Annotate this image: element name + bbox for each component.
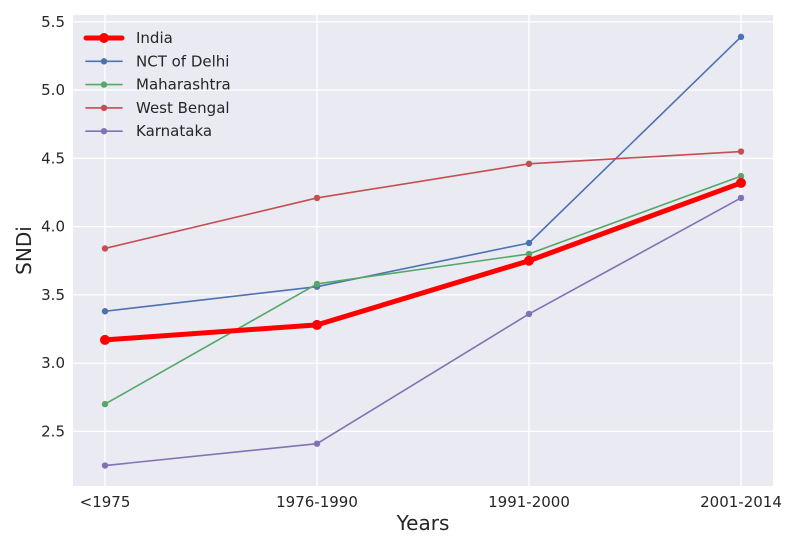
series-lines [100, 33, 746, 469]
series-line-india [102, 180, 744, 343]
series-india [100, 177, 746, 345]
y-tick-label: 4.0 [41, 218, 65, 236]
legend: India NCT of Delhi Maharashtra West Bengal K… [83, 29, 231, 140]
legend-item-karnataka: Karnataka [85, 122, 212, 140]
data-point-maharashtra [525, 250, 533, 258]
data-point-india [312, 319, 322, 330]
data-point-india [524, 255, 534, 266]
data-point-india [736, 177, 746, 188]
x-tick-label: 1991-2000 [488, 493, 570, 511]
data-point-west-bengal [101, 245, 109, 252]
series-line-maharashtra [104, 175, 742, 405]
data-point-karnataka [525, 310, 533, 318]
y-tick-label: 5.0 [41, 81, 65, 99]
legend-marker [100, 104, 108, 112]
series-karnataka [101, 194, 745, 469]
series-line-nct-of-delhi [104, 36, 742, 313]
data-point-west-bengal [737, 148, 745, 155]
legend-label: West Bengal [136, 99, 230, 117]
legend-label: Maharashtra [136, 76, 231, 94]
data-point-maharashtra [737, 172, 745, 180]
data-point-karnataka [101, 462, 109, 469]
legend-item-maharashtra: Maharashtra [85, 76, 231, 94]
legend-marker [99, 33, 109, 43]
data-point-nct-of-delhi [737, 33, 745, 41]
legend-marker [100, 128, 108, 135]
data-point-west-bengal [525, 160, 533, 168]
y-tick-label: 3.0 [41, 354, 65, 372]
y-tick-label: 2.5 [41, 422, 65, 440]
legend-label: NCT of Delhi [136, 52, 229, 70]
plot-area [73, 15, 773, 486]
legend-item-india: India [83, 29, 173, 47]
series-line-karnataka [104, 197, 742, 467]
data-point-nct-of-delhi [525, 239, 533, 247]
series-maharashtra [101, 172, 745, 408]
x-tick-label: 2001-2014 [700, 493, 782, 511]
data-point-maharashtra [313, 280, 321, 288]
legend-label: Karnataka [136, 122, 212, 140]
x-tick-label: 1976-1990 [276, 493, 358, 511]
x-axis-title: Years [396, 511, 450, 535]
data-point-west-bengal [313, 194, 321, 202]
legend-item-nct-of-delhi: NCT of Delhi [85, 52, 229, 70]
x-axis-ticks: <1975 1976-1990 1991-2000 2001-2014 [80, 493, 782, 511]
series-west-bengal [101, 148, 745, 252]
data-point-india [100, 334, 110, 345]
y-tick-label: 5.5 [41, 13, 65, 31]
y-axis-ticks: 2.5 3.0 3.5 4.0 4.5 5.0 5.5 [41, 13, 65, 441]
data-point-maharashtra [101, 400, 109, 408]
legend-item-west-bengal: West Bengal [85, 99, 230, 117]
data-point-karnataka [737, 194, 745, 202]
x-tick-label: <1975 [80, 493, 131, 511]
y-tick-label: 4.5 [41, 149, 65, 167]
data-point-nct-of-delhi [101, 308, 109, 315]
y-axis-title: SNDi [12, 226, 36, 275]
legend-marker [100, 81, 108, 88]
legend-marker [100, 58, 108, 65]
legend-label: India [136, 29, 173, 47]
series-line-west-bengal [104, 150, 742, 250]
y-tick-label: 3.5 [41, 286, 65, 304]
data-point-karnataka [313, 440, 321, 447]
